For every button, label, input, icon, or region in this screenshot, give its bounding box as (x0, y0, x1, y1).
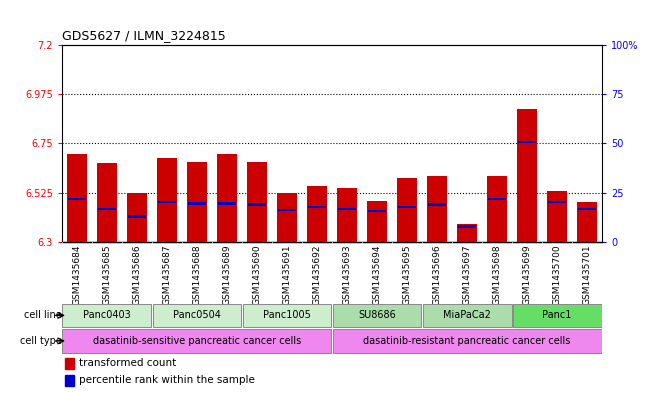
Bar (243, 304, 331, 327)
Bar (218, 202, 236, 205)
Bar (337, 188, 357, 242)
Text: GSM1435685: GSM1435685 (102, 245, 111, 305)
Bar (127, 193, 146, 242)
Bar (458, 224, 477, 242)
Text: GSM1435696: GSM1435696 (432, 245, 441, 305)
Text: MiaPaCa2: MiaPaCa2 (443, 310, 491, 320)
Text: GSM1435691: GSM1435691 (283, 245, 292, 305)
Text: GSM1435689: GSM1435689 (223, 245, 232, 305)
Bar (488, 176, 507, 242)
Text: SU8686: SU8686 (358, 310, 396, 320)
Bar (157, 158, 176, 242)
Bar (67, 154, 87, 242)
Text: GSM1435693: GSM1435693 (342, 245, 352, 305)
Bar (578, 208, 596, 210)
Bar (247, 162, 267, 242)
Bar (188, 202, 206, 205)
Bar (217, 154, 237, 242)
Bar (62, 304, 151, 327)
Text: GSM1435701: GSM1435701 (583, 245, 592, 305)
Bar (97, 163, 117, 242)
Bar (339, 208, 356, 210)
Bar (547, 191, 567, 242)
Text: cell line: cell line (24, 310, 62, 320)
Text: GSM1435699: GSM1435699 (523, 245, 532, 305)
Bar (98, 208, 116, 210)
Bar (368, 210, 386, 212)
Bar (397, 178, 417, 242)
Bar (68, 198, 86, 200)
Text: GSM1435697: GSM1435697 (463, 245, 471, 305)
Bar (278, 209, 296, 211)
Bar (367, 201, 387, 242)
Text: GSM1435694: GSM1435694 (372, 245, 381, 305)
Bar (64, 358, 74, 369)
Text: GSM1435690: GSM1435690 (253, 245, 262, 305)
Bar (333, 304, 421, 327)
Text: Panc0403: Panc0403 (83, 310, 131, 320)
Text: Panc0504: Panc0504 (173, 310, 221, 320)
Bar (62, 329, 331, 353)
Bar (333, 329, 602, 353)
Bar (187, 162, 206, 242)
Text: cell type: cell type (20, 336, 62, 346)
Text: Panc1005: Panc1005 (263, 310, 311, 320)
Text: GDS5627 / ILMN_3224815: GDS5627 / ILMN_3224815 (62, 29, 226, 42)
Bar (307, 186, 327, 242)
Text: GSM1435684: GSM1435684 (72, 245, 81, 305)
Text: GSM1435688: GSM1435688 (193, 245, 201, 305)
Text: dasatinib-sensitive pancreatic cancer cells: dasatinib-sensitive pancreatic cancer ce… (93, 336, 301, 346)
Bar (518, 108, 537, 242)
Text: GSM1435687: GSM1435687 (162, 245, 171, 305)
Text: percentile rank within the sample: percentile rank within the sample (79, 375, 255, 385)
Bar (64, 375, 74, 386)
Text: GSM1435686: GSM1435686 (132, 245, 141, 305)
Bar (158, 201, 176, 204)
Bar (518, 141, 536, 143)
Bar (152, 304, 242, 327)
Bar (548, 201, 566, 204)
Bar (513, 304, 602, 327)
Bar (398, 206, 416, 208)
Text: GSM1435692: GSM1435692 (312, 245, 322, 305)
Text: dasatinib-resistant pancreatic cancer cells: dasatinib-resistant pancreatic cancer ce… (363, 336, 571, 346)
Bar (577, 202, 597, 242)
Text: GSM1435698: GSM1435698 (493, 245, 502, 305)
Bar (248, 204, 266, 206)
Bar (277, 193, 297, 242)
Bar (308, 206, 326, 208)
Text: transformed count: transformed count (79, 358, 176, 368)
Bar (427, 176, 447, 242)
Bar (488, 198, 506, 200)
Text: Panc1: Panc1 (542, 310, 572, 320)
Bar (428, 204, 446, 206)
Text: GSM1435700: GSM1435700 (553, 245, 562, 305)
Bar (128, 215, 146, 218)
Bar (422, 304, 512, 327)
Bar (458, 225, 476, 228)
Text: GSM1435695: GSM1435695 (402, 245, 411, 305)
